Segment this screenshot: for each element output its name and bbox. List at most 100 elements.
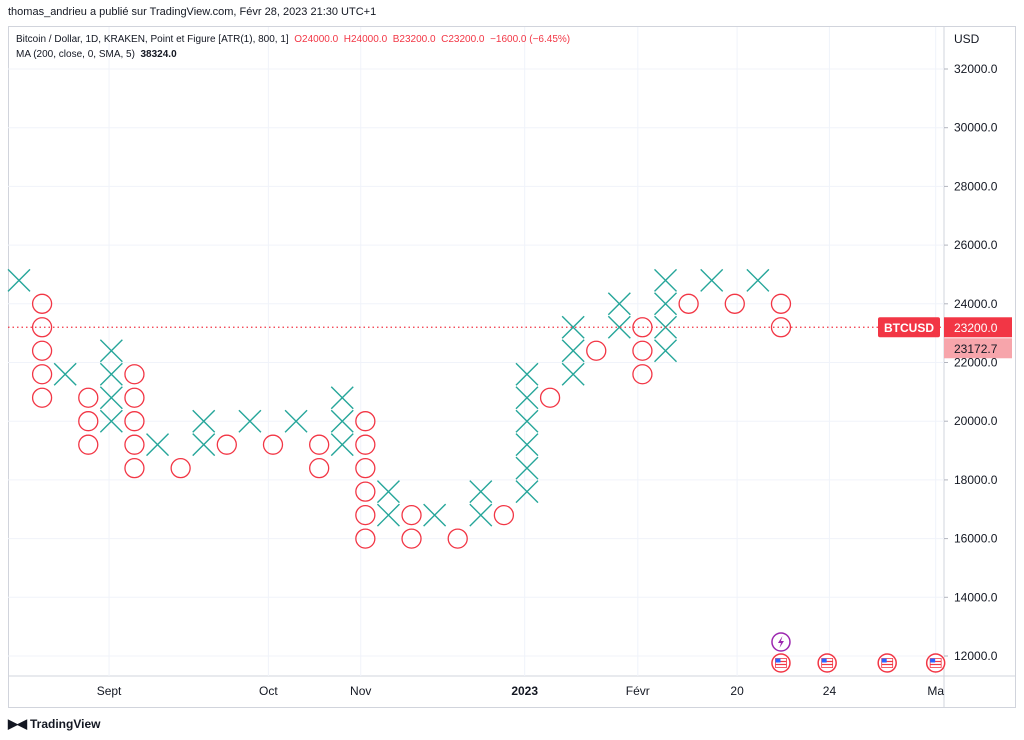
last-price-label[interactable]: 23200.0 (954, 321, 998, 335)
legend-ma-value: 38324.0 (140, 49, 177, 60)
x-tick-label: 2023 (511, 684, 538, 698)
pnf-x-stroke (561, 362, 585, 386)
x-tick-label: Sept (97, 684, 122, 698)
legend-low-label: B (392, 34, 400, 45)
pnf-x-mark (192, 433, 216, 457)
y-tick-label: 12000.0 (954, 649, 998, 663)
pnf-o-mark (447, 528, 468, 549)
pnf-o-mark (124, 364, 145, 385)
pnf-o-mark (31, 364, 53, 385)
x-tick-label: Févr (626, 684, 650, 698)
pnf-x-mark (284, 409, 308, 433)
x-tick-label: Ma (927, 684, 944, 698)
us-flag-icon-canton (821, 658, 827, 663)
y-tick-label: 30000.0 (954, 121, 998, 135)
pnf-x-mark (53, 362, 77, 386)
pnf-x-stroke (146, 433, 170, 457)
y-tick-label: 16000.0 (954, 532, 998, 546)
symbol-tag-label[interactable]: BTCUSD (884, 321, 934, 335)
pnf-x-stroke (99, 409, 123, 433)
pnf-o-mark (493, 504, 515, 526)
legend-change: −1600.0 (−6.45%) (490, 34, 571, 45)
y-tick-label: 28000.0 (954, 179, 998, 193)
pnf-x-mark (192, 409, 216, 433)
us-flag-icon-field (821, 658, 834, 668)
pnf-x-mark (654, 268, 678, 292)
pnf-x-stroke (192, 433, 216, 457)
pnf-o-mark (355, 481, 376, 502)
us-flag-icon[interactable] (877, 653, 897, 673)
pnf-x-stroke (330, 433, 354, 457)
pnf-x-mark (469, 480, 493, 504)
pnf-x-stroke (376, 503, 400, 527)
footer-brand[interactable]: ▶◀ TradingView (8, 716, 100, 732)
tradingview-logo-icon: ▶◀ (8, 716, 27, 731)
pnf-x-mark (330, 409, 354, 433)
pnf-x-mark (99, 339, 123, 363)
pnf-o-mark (355, 528, 376, 549)
chart-frame[interactable] (8, 26, 1016, 708)
legend-ma-row: MA (200, close, 0, SMA, 5) 38324.0 (16, 47, 570, 62)
lightning-icon[interactable] (771, 632, 791, 652)
pnf-o-mark (31, 340, 53, 361)
pnf-x-mark (515, 480, 539, 504)
pnf-x-mark (700, 268, 724, 292)
pnf-o-mark (78, 387, 99, 408)
us-flag-icon-canton (775, 658, 781, 663)
pnf-x-stroke (330, 409, 354, 433)
us-flag-icon-canton (930, 658, 936, 663)
legend-symbol-row: Bitcoin / Dollar, 1D, KRAKEN, Point et F… (16, 32, 570, 47)
pnf-x-stroke (376, 480, 400, 504)
x-axis[interactable]: Sept Oct Nov 2023 Févr 20 24 Ma (97, 684, 945, 698)
pnf-o-mark (124, 411, 145, 432)
last-price-label-bg (944, 317, 1012, 338)
pnf-x-mark (99, 362, 123, 386)
pnf-o-mark (262, 434, 284, 455)
pnf-o-mark (355, 411, 376, 432)
pnf-x-mark (515, 456, 539, 480)
legend-open-value: 24000.0 (302, 34, 339, 45)
legend-symbol[interactable]: Bitcoin / Dollar, 1D, KRAKEN, Point et F… (16, 34, 289, 45)
pnf-x-stroke (99, 339, 123, 363)
pnf-x-mark (515, 409, 539, 433)
us-flag-icon[interactable] (925, 653, 946, 673)
pnf-x-mark (561, 362, 585, 386)
pnf-o-mark (401, 504, 422, 526)
pnf-x-stroke (654, 268, 678, 292)
pnf-x-mark (99, 409, 123, 433)
pnf-o-mark (31, 387, 53, 408)
pnf-o-mark (124, 434, 145, 455)
us-flag-icon[interactable] (771, 653, 791, 673)
pnf-o-mark (586, 340, 607, 361)
pnf-x-mark (515, 433, 539, 457)
ma-price-label-bg (944, 338, 1012, 359)
us-flag-icon[interactable] (817, 653, 837, 673)
ma-price-label[interactable]: 23172.7 (954, 342, 998, 356)
pnf-o-mark (678, 293, 699, 314)
lightning-icon-bolt (777, 636, 784, 648)
legend-ma-label[interactable]: MA (200, close, 0, SMA, 5) (16, 49, 135, 60)
pnf-x-stroke (561, 315, 585, 339)
pnf-o-mark (124, 458, 145, 479)
y-axis[interactable]: 32000.0 30000.0 28000.0 26000.0 24000.0 22000… (944, 62, 998, 663)
pnf-x-stroke (330, 386, 354, 410)
currency-label[interactable]: USD (954, 32, 980, 46)
pnf-o-mark (309, 434, 330, 455)
legend-close-label: C (441, 34, 449, 45)
x-tick-label: 20 (730, 684, 744, 698)
pnf-o-mark (309, 458, 330, 479)
y-tick-label: 18000.0 (954, 473, 998, 487)
pnf-x-mark (561, 315, 585, 339)
pnf-x-mark (330, 433, 354, 457)
pnf-x-mark (654, 339, 678, 363)
pnf-x-stroke (53, 362, 77, 386)
pnf-x-stroke (515, 386, 539, 410)
x-tick-label: 24 (823, 684, 837, 698)
pnf-x-mark (746, 268, 770, 292)
pnf-marks (7, 268, 792, 549)
pnf-o-mark (770, 293, 792, 314)
pnf-x-stroke (515, 409, 539, 433)
footer-brand-text: TradingView (30, 717, 101, 731)
x-tick-label: Oct (259, 684, 278, 698)
